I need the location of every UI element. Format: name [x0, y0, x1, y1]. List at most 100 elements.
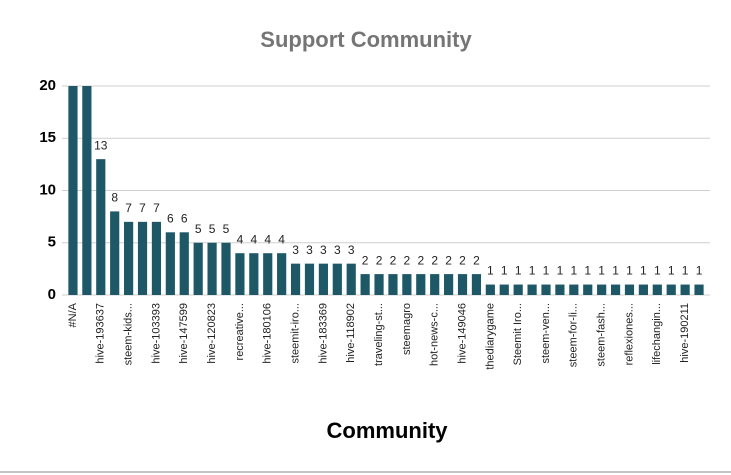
bar — [193, 242, 203, 295]
y-tick-label: 10 — [39, 181, 56, 198]
x-tick-label: #N/A — [67, 302, 79, 327]
bar — [332, 263, 342, 295]
data-label: 3 — [292, 243, 299, 257]
x-tick-label: hive-193637 — [95, 303, 107, 364]
bar — [471, 274, 482, 295]
data-label: 1 — [529, 264, 536, 278]
x-tick-label: steem-ven... — [540, 303, 552, 364]
x-tick-label: lifechangin... — [651, 303, 663, 365]
bar — [416, 274, 426, 295]
data-label: 4 — [237, 232, 244, 246]
x-axis-label: Community — [327, 418, 449, 443]
data-label: 8 — [111, 191, 118, 205]
x-tick-label: Steemit Iro... — [512, 303, 524, 365]
data-label: 1 — [570, 264, 577, 278]
bar — [290, 263, 301, 295]
y-tick-label: 5 — [48, 234, 56, 251]
x-tick-label: steemagro — [401, 303, 413, 355]
x-tick-label: recreative... — [234, 303, 246, 360]
data-label: 1 — [682, 264, 689, 278]
bar — [388, 274, 398, 295]
data-label: 1 — [487, 264, 494, 278]
bar — [110, 211, 120, 295]
data-label: 7 — [125, 201, 132, 215]
data-label: 2 — [390, 253, 397, 267]
data-label: 2 — [404, 253, 411, 267]
data-label: 13 — [94, 138, 108, 152]
data-label: 4 — [278, 232, 285, 246]
bar — [597, 284, 607, 295]
data-label: 1 — [668, 264, 675, 278]
x-tick-label: hive-103393 — [150, 303, 162, 364]
bar — [374, 274, 384, 295]
bar — [624, 284, 635, 295]
bar — [96, 159, 106, 295]
bar — [137, 221, 148, 295]
data-label: 6 — [167, 211, 174, 225]
data-label: 2 — [362, 253, 369, 267]
data-label: 1 — [515, 264, 522, 278]
x-tick-label: reflexiones... — [623, 303, 635, 365]
bar — [610, 284, 621, 295]
bar — [249, 253, 259, 295]
bar — [151, 221, 162, 295]
bar — [221, 242, 231, 295]
data-label: 1 — [584, 264, 591, 278]
data-label: 1 — [543, 264, 550, 278]
data-label: 7 — [139, 201, 146, 215]
bar — [179, 232, 189, 295]
bar — [82, 86, 92, 295]
data-label: 2 — [473, 253, 480, 267]
data-label: 7 — [153, 201, 160, 215]
x-tick-label: hot-news-c... — [429, 303, 441, 366]
x-tick-label: thediarygame — [484, 303, 496, 370]
data-label: 5 — [223, 222, 230, 236]
bar — [207, 242, 217, 295]
bar — [402, 274, 412, 295]
bar — [277, 253, 287, 295]
bar — [694, 284, 704, 295]
x-tick-label: hive-183369 — [317, 303, 329, 364]
data-label: 6 — [181, 211, 188, 225]
x-tick-label: steem-for-li... — [568, 303, 580, 367]
data-label: 3 — [334, 243, 341, 257]
data-label: 3 — [320, 243, 327, 257]
bar — [263, 253, 273, 295]
bar — [569, 284, 579, 295]
x-tick-label: steemit-iro... — [289, 303, 301, 364]
x-tick-label: steem-kids... — [123, 303, 135, 365]
bar — [346, 263, 356, 295]
bar — [499, 284, 509, 295]
x-tick-label: steem-fash... — [596, 303, 608, 367]
x-tick-label: hive-118902 — [345, 303, 357, 363]
x-tick-label: traveling-st... — [373, 303, 385, 366]
data-label: 2 — [431, 253, 438, 267]
bar — [555, 284, 565, 295]
bar — [485, 284, 495, 295]
data-label: 2 — [376, 253, 383, 267]
bar — [165, 232, 175, 295]
data-label: 4 — [264, 232, 271, 246]
x-tick-label: hive-190211 — [679, 303, 691, 363]
bar — [235, 253, 245, 295]
y-tick-label: 15 — [39, 129, 56, 146]
bar — [457, 274, 468, 295]
bar — [68, 86, 78, 295]
bar — [541, 284, 551, 295]
data-label: 1 — [598, 264, 605, 278]
data-label: 5 — [195, 222, 202, 236]
data-label: 1 — [612, 264, 619, 278]
data-label: 3 — [306, 243, 313, 257]
bar — [666, 284, 676, 295]
data-label: 4 — [250, 232, 257, 246]
data-label: 2 — [459, 253, 466, 267]
x-tick-label: hive-149046 — [456, 303, 468, 364]
bar — [124, 221, 134, 295]
data-label: 1 — [696, 264, 703, 278]
x-tick-label: hive-120823 — [206, 303, 218, 364]
data-label: 1 — [640, 264, 647, 278]
bar — [444, 274, 454, 295]
data-label: 2 — [417, 253, 424, 267]
